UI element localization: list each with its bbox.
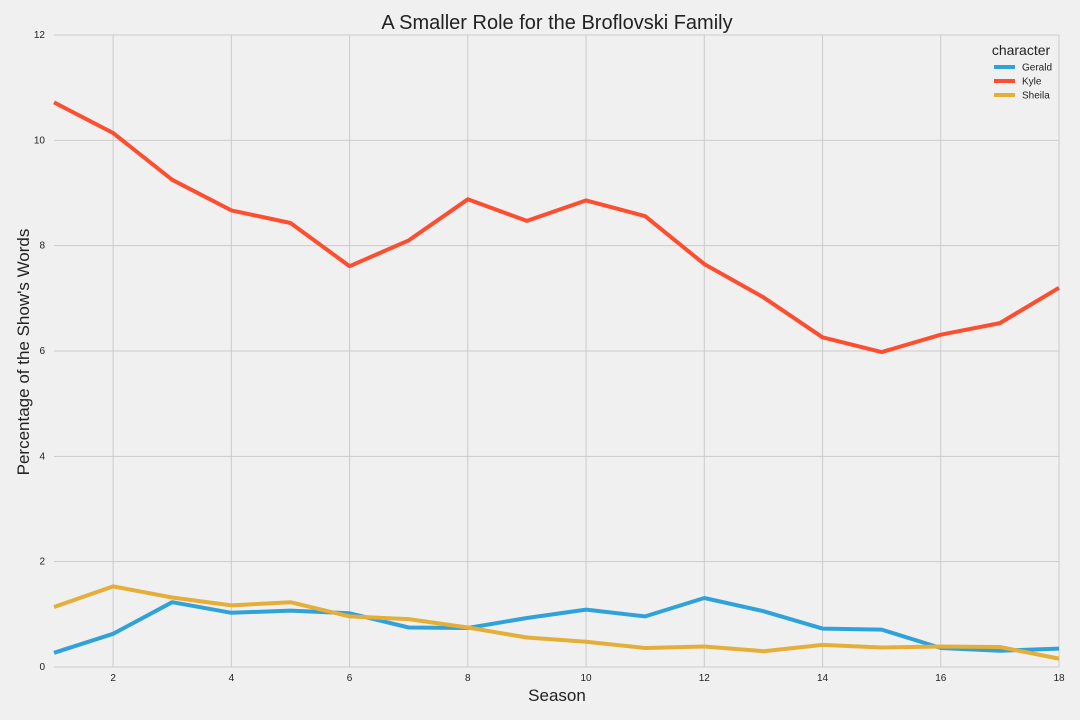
y-tick-label: 12 [34, 30, 46, 41]
x-tick-label: 16 [935, 673, 947, 684]
y-tick-label: 0 [39, 662, 45, 673]
y-axis-label: Percentage of the Show's Words [14, 229, 33, 476]
legend-label-kyle: Kyle [1022, 77, 1042, 88]
x-tick-label: 18 [1053, 673, 1065, 684]
x-tick-label: 14 [817, 673, 829, 684]
x-axis-label: Season [528, 686, 586, 705]
grid-lines [54, 34, 1060, 668]
chart-title: A Smaller Role for the Broflovski Family [381, 12, 732, 34]
legend-title: character [992, 42, 1051, 58]
legend: character Gerald Kyle Sheila [992, 42, 1052, 102]
series-line-kyle [53, 100, 1061, 355]
series-lines [53, 100, 1061, 661]
x-tick-label: 6 [347, 673, 353, 684]
y-tick-label: 10 [34, 135, 46, 146]
series-line-gerald [53, 596, 1060, 655]
y-tick-label: 4 [39, 451, 45, 462]
x-tick-label: 4 [229, 673, 235, 684]
x-axis-ticks: 2 4 6 8 10 12 14 16 18 [110, 673, 1065, 684]
y-tick-label: 6 [39, 346, 45, 357]
y-axis-ticks: 0 2 4 6 8 10 12 [34, 30, 46, 673]
x-tick-label: 8 [465, 673, 471, 684]
legend-label-gerald: Gerald [1022, 63, 1052, 74]
x-tick-label: 10 [580, 673, 592, 684]
y-tick-label: 8 [39, 241, 45, 252]
x-tick-label: 12 [699, 673, 711, 684]
y-tick-label: 2 [39, 557, 45, 568]
x-tick-label: 2 [110, 673, 116, 684]
legend-label-sheila: Sheila [1022, 91, 1050, 102]
series-line-sheila [53, 584, 1060, 661]
